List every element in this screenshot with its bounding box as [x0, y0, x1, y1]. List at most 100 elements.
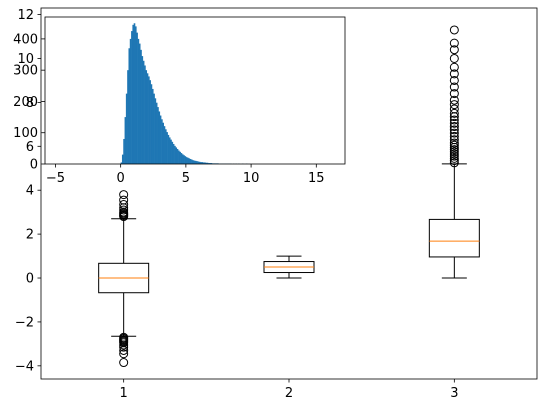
y-tick-label: 8: [26, 96, 34, 111]
histogram-bar: [127, 70, 129, 164]
histogram-bar: [151, 88, 154, 164]
histogram-bar: [167, 134, 170, 164]
histogram-bar: [132, 24, 134, 164]
inset-x-tick-label: 0: [117, 171, 125, 186]
histogram-bar: [125, 93, 128, 164]
outlier-point: [449, 128, 459, 138]
outlier-point: [449, 108, 459, 118]
histogram-bar: [204, 162, 206, 164]
histogram-bar: [153, 93, 155, 164]
histogram-bar: [124, 117, 127, 164]
outlier-point: [449, 45, 459, 55]
histogram-bar: [138, 43, 141, 164]
inset-x-tick-label: 15: [308, 171, 325, 186]
x-tick-label: 3: [450, 386, 458, 401]
histogram-inset-axes: 0 100 200 300 400 −5 0 5 10 15: [13, 16, 346, 186]
y-tick-label: −2: [15, 315, 34, 330]
outlier-point: [449, 149, 459, 159]
histogram-bar: [140, 49, 142, 165]
histogram-bar: [145, 70, 148, 164]
outlier-point: [449, 53, 459, 63]
histogram-bar: [161, 119, 163, 164]
histogram-bar: [175, 147, 178, 164]
histogram-bar: [148, 76, 150, 164]
histogram-bar: [197, 161, 200, 164]
histogram-bar: [166, 132, 168, 164]
histogram-bar: [205, 162, 208, 164]
box-series-2: [263, 255, 315, 279]
outlier-point: [449, 89, 459, 99]
histogram-bar: [202, 162, 205, 164]
y-tick-label: 12: [17, 8, 34, 23]
outlier-point: [119, 332, 129, 342]
inset-y-tick-label: 100: [13, 126, 38, 141]
outlier-point: [449, 115, 459, 125]
outlier-point: [449, 62, 459, 72]
histogram-bar: [174, 145, 176, 164]
histogram-bar: [159, 115, 162, 164]
outlier-point: [449, 104, 459, 114]
histogram-bar: [210, 163, 213, 164]
outlier-point: [119, 195, 129, 205]
histogram-bar: [191, 159, 193, 164]
histogram-bar: [188, 158, 191, 164]
inset-y-tick-label: 0: [30, 158, 38, 173]
histogram-bar: [123, 138, 125, 164]
outlier-point: [449, 82, 459, 92]
inset-x-tick-label: 10: [243, 171, 260, 186]
y-tick-label: 2: [26, 228, 34, 243]
histogram-bar: [193, 160, 196, 164]
histogram-bar: [162, 122, 164, 164]
histogram-bar: [165, 129, 167, 164]
y-tick-label: 6: [26, 140, 34, 155]
outlier-point: [119, 358, 129, 368]
histogram-bar: [131, 31, 133, 165]
histogram-bar: [181, 154, 184, 164]
histogram-bar: [200, 162, 202, 164]
outlier-point: [119, 349, 129, 359]
histogram-bar: [171, 141, 174, 164]
outlier-point: [449, 153, 459, 163]
inset-frame: [44, 16, 346, 165]
y-tick-label: −4: [15, 359, 34, 374]
y-tick-label: 0: [26, 272, 34, 287]
histogram-bar: [208, 163, 210, 164]
histogram-bar: [196, 161, 198, 164]
histogram-bar: [150, 84, 153, 164]
box-iqr: [428, 218, 480, 258]
inset-y-tick-label: 400: [13, 32, 38, 47]
histogram-bar: [172, 143, 175, 164]
outlier-point: [449, 135, 459, 145]
histogram-bar: [170, 139, 172, 164]
histogram-bar: [135, 26, 137, 164]
histogram-bar: [183, 155, 185, 164]
histogram-bar: [201, 162, 204, 164]
histogram-bar: [137, 38, 140, 164]
outlier-point: [449, 158, 459, 168]
histogram-bar: [206, 162, 209, 164]
histogram-bar: [154, 98, 157, 164]
histogram-bar: [155, 102, 158, 164]
outlier-point: [449, 95, 459, 105]
outlier-point: [449, 122, 459, 132]
outlier-point: [449, 147, 459, 157]
y-tick-label: 4: [26, 184, 34, 199]
histogram-bar: [136, 32, 138, 164]
outlier-point: [449, 38, 459, 48]
histogram-bar: [146, 73, 149, 164]
inset-y-tick-label: 200: [13, 95, 38, 110]
inset-y-tick-label: 300: [13, 64, 38, 79]
x-tick-label: 1: [120, 386, 128, 401]
outlier-point: [449, 125, 459, 135]
outlier-point: [449, 145, 459, 155]
histogram-bar: [157, 107, 159, 164]
outlier-point: [449, 156, 459, 166]
histogram-bar: [133, 23, 136, 164]
outlier-point: [449, 151, 459, 161]
outlier-point: [119, 199, 129, 209]
outlier-point: [449, 118, 459, 128]
outlier-point: [449, 131, 459, 141]
x-tick-label: 2: [285, 386, 293, 401]
